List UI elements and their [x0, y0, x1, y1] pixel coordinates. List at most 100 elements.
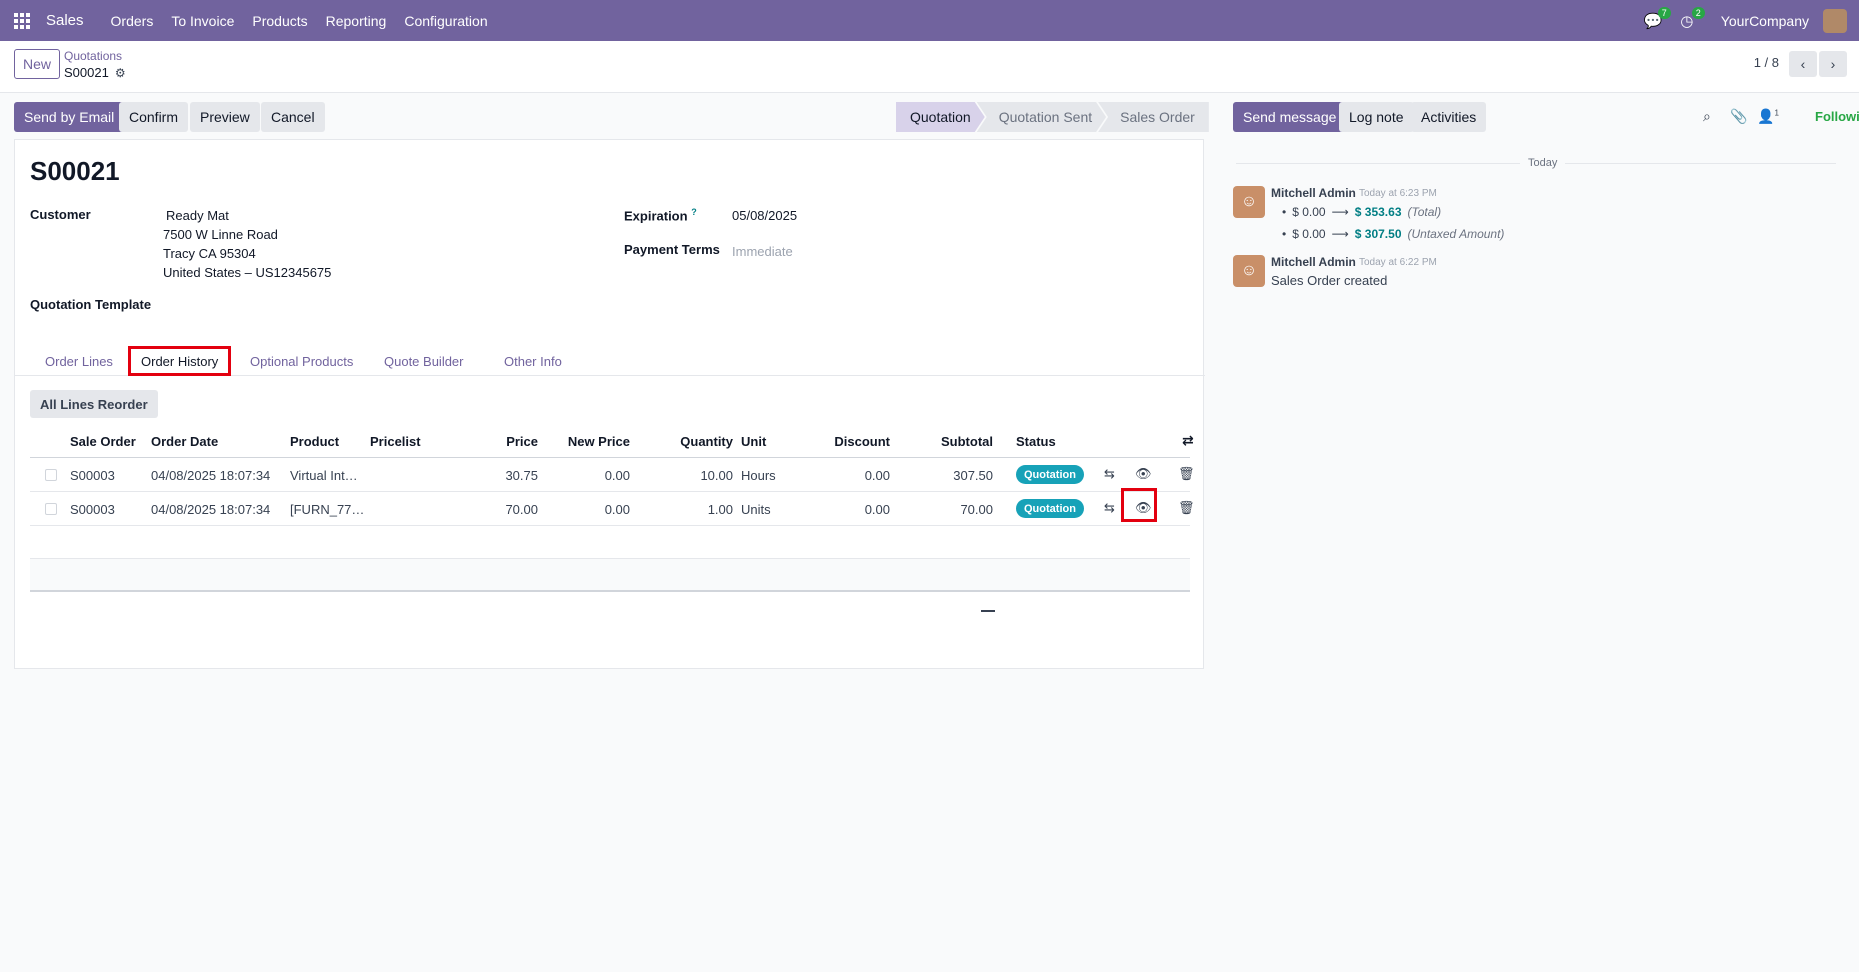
cell-subtotal: 70.00 [960, 502, 993, 517]
cell-subtotal: 307.50 [953, 468, 993, 483]
col-price[interactable]: Price [506, 434, 538, 449]
send-message-button[interactable]: Send message [1233, 102, 1347, 132]
cell-unit: Hours [741, 468, 776, 483]
new-button[interactable]: New [14, 49, 60, 79]
message-author[interactable]: Mitchell Admin [1271, 255, 1356, 269]
bullet: • [1282, 227, 1287, 241]
activities-button[interactable]: Activities [1411, 102, 1487, 132]
send-by-email-button[interactable]: Send by Email [14, 102, 125, 132]
messages-icon[interactable]: 💬 7 [1643, 6, 1671, 31]
customer-address-line-1: 7500 W Linne Road [163, 227, 278, 242]
cell-new-price[interactable]: 0.00 [604, 502, 630, 517]
cell-sale-order: S00003 [70, 468, 115, 483]
optional-columns-icon[interactable]: ⇄ [1182, 432, 1194, 448]
menu-item-to-invoice[interactable]: To Invoice [171, 12, 235, 29]
log-note-button[interactable]: Log note [1339, 102, 1414, 132]
col-new-price[interactable]: New Price [567, 434, 630, 449]
pager-value[interactable]: 1 / 8 [1753, 55, 1779, 70]
table-row[interactable]: S00003 04/08/2025 18:07:34 [FURN_77… 70.… [30, 488, 1195, 526]
confirm-button[interactable]: Confirm [119, 102, 189, 132]
cancel-button[interactable]: Cancel [261, 102, 325, 132]
row-checkbox[interactable] [45, 503, 57, 515]
following-button[interactable]: Following [1815, 109, 1859, 124]
bullet: • [1282, 205, 1287, 219]
activities-icon[interactable]: ◷ 2 [1677, 6, 1705, 31]
pager-previous-button[interactable]: ‹ [1789, 51, 1817, 77]
tab-order-history[interactable]: Order History [128, 346, 232, 376]
avatar[interactable]: ☺ [1233, 186, 1265, 218]
status-badge: Quotation [1016, 499, 1084, 518]
stage-quotation-sent[interactable]: Quotation Sent [977, 102, 1106, 132]
col-product[interactable]: Product [290, 434, 340, 449]
message-author[interactable]: Mitchell Admin [1271, 186, 1356, 200]
app-name[interactable]: Sales [46, 12, 84, 29]
user-avatar[interactable] [1823, 8, 1847, 33]
col-quantity[interactable]: Quantity [680, 434, 733, 449]
breadcrumb-current-label: S00021 [64, 65, 109, 80]
highlight-box [1121, 488, 1157, 522]
pager-next-button[interactable]: › [1819, 51, 1847, 77]
customer-field[interactable]: Ready Mat [166, 208, 229, 223]
cell-quantity: 1.00 [707, 502, 733, 517]
app-menu-icon[interactable] [14, 12, 32, 30]
gear-icon[interactable]: ⚙ [114, 65, 126, 80]
col-discount[interactable]: Discount [834, 434, 890, 449]
record-title: S00021 [30, 156, 120, 186]
breadcrumb-current: S00021 ⚙ [64, 65, 126, 80]
col-sale-order[interactable]: Sale Order [70, 434, 136, 449]
expiration-label-text: Expiration [624, 208, 688, 224]
expiration-field[interactable]: 05/08/2025 [732, 208, 798, 223]
arrow-right-icon: ⟶ [1331, 205, 1349, 219]
col-subtotal[interactable]: Subtotal [941, 434, 993, 449]
old-value: $ 0.00 [1292, 205, 1326, 219]
customer-address-line-2: Tracy CA 95304 [163, 246, 256, 261]
stage-quotation[interactable]: Quotation [896, 102, 985, 132]
payment-terms-field[interactable]: Immediate [732, 244, 793, 259]
col-order-date[interactable]: Order Date [151, 434, 219, 449]
company-switcher[interactable]: YourCompany [1720, 12, 1809, 29]
followers-icon[interactable]: 👤1 [1757, 108, 1779, 124]
stage-sales-order[interactable]: Sales Order [1098, 102, 1209, 132]
activities-badge: 2 [1691, 6, 1705, 19]
reorder-icon[interactable]: ⇆ [1104, 500, 1115, 515]
menu-item-orders[interactable]: Orders [110, 12, 154, 29]
cell-price: 70.00 [505, 502, 538, 517]
paperclip-icon[interactable]: 📎 [1730, 108, 1748, 124]
trash-icon[interactable]: 🗑 [1178, 500, 1195, 515]
tracking-value: • $ 0.00 ⟶ $ 307.50 (Untaxed Amount) [1282, 227, 1504, 241]
col-unit[interactable]: Unit [741, 434, 767, 449]
cell-discount: 0.00 [864, 468, 890, 483]
avatar[interactable]: ☺ [1233, 255, 1265, 287]
eye-icon[interactable]: 👁 [1135, 500, 1152, 515]
tab-optional-products[interactable]: Optional Products [250, 353, 354, 369]
message-time: Today at 6:22 PM [1359, 257, 1437, 268]
row-checkbox[interactable] [45, 469, 57, 481]
search-icon[interactable]: ⌕ [1703, 108, 1711, 124]
arrow-right-icon: ⟶ [1331, 227, 1349, 241]
cell-sale-order: S00003 [70, 502, 115, 517]
table-row[interactable]: S00003 04/08/2025 18:07:34 Virtual Int… … [30, 458, 1195, 492]
old-value: $ 0.00 [1292, 227, 1326, 241]
main-menu: Orders To Invoice Products Reporting Con… [102, 13, 497, 29]
tab-quote-builder[interactable]: Quote Builder [384, 353, 464, 369]
tab-other-info[interactable]: Other Info [504, 353, 562, 369]
eye-icon[interactable]: 👁 [1135, 466, 1152, 481]
col-status[interactable]: Status [1016, 434, 1056, 449]
table-header: Sale Order Order Date Product Pricelist … [30, 424, 1194, 458]
col-pricelist[interactable]: Pricelist [370, 434, 421, 449]
cell-new-price[interactable]: 0.00 [604, 468, 630, 483]
menu-item-configuration[interactable]: Configuration [404, 12, 488, 29]
tracked-field: (Total) [1407, 205, 1442, 219]
chevron-left-icon: ‹ [1800, 56, 1806, 72]
menu-item-reporting[interactable]: Reporting [325, 12, 387, 29]
menu-item-products[interactable]: Products [252, 12, 308, 29]
breadcrumb-parent[interactable]: Quotations [64, 49, 123, 63]
help-icon[interactable]: ? [691, 207, 697, 217]
cell-unit: Units [741, 502, 771, 517]
reorder-icon[interactable]: ⇆ [1104, 466, 1115, 481]
preview-button[interactable]: Preview [190, 102, 260, 132]
all-lines-reorder-button[interactable]: All Lines Reorder [30, 390, 158, 418]
tab-order-lines[interactable]: Order Lines [45, 353, 113, 369]
tracked-field: (Untaxed Amount) [1407, 227, 1505, 241]
trash-icon[interactable]: 🗑 [1178, 466, 1195, 481]
